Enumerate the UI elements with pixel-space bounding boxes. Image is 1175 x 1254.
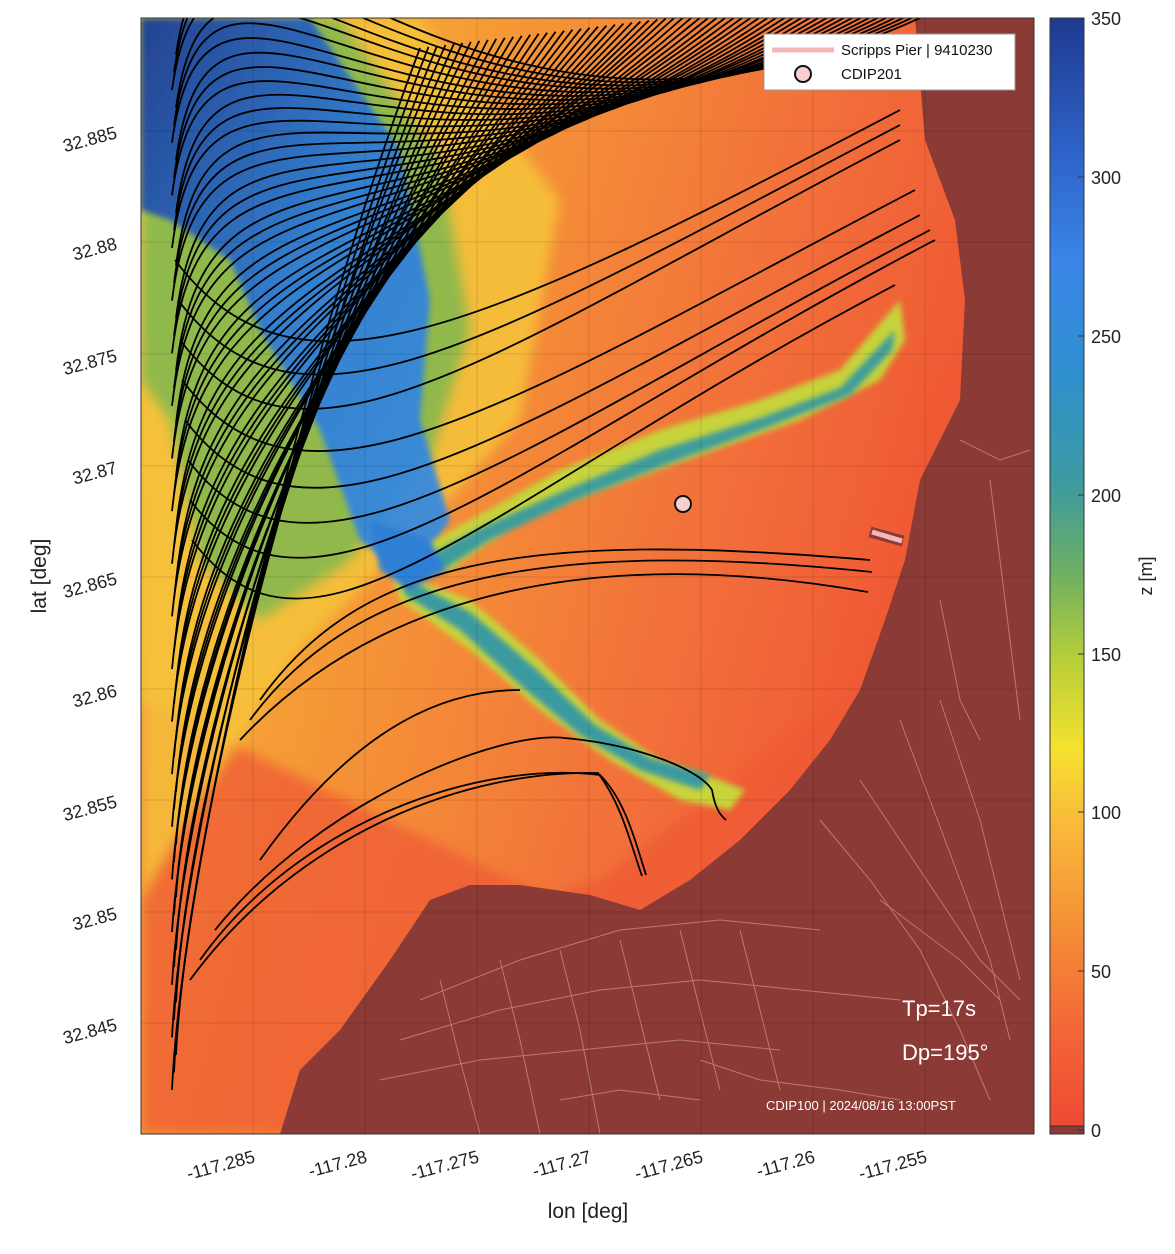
legend-buoy-swatch: [794, 65, 812, 83]
dp-annotation: Dp=195°: [902, 1040, 988, 1065]
streets: [379, 439, 1031, 1134]
lajolla-canyon-axis: [400, 575, 710, 790]
wave-ray: [175, 20, 641, 634]
x-tick-label: -117.28: [306, 1147, 369, 1182]
colorbar-tick-label: 350: [1091, 9, 1121, 29]
x-axis-label: lon [deg]: [548, 1200, 629, 1223]
colorbar: 0 50 100 150 200 250 300 350 z [m]: [1049, 9, 1156, 1141]
wave-ray: [175, 27, 591, 740]
y-tick-label: 32.88: [70, 234, 119, 265]
wave-ray: [259, 689, 521, 861]
legend-pier-label: Scripps Pier | 9410230: [841, 42, 993, 59]
wave-ray: [175, 36, 514, 898]
wave-ray: [187, 229, 931, 524]
colorbar-label: z [m]: [1136, 557, 1156, 596]
y-tick-label: 32.865: [61, 569, 119, 603]
wave-ray: [191, 284, 896, 600]
source-annotation: CDIP100 | 2024/08/16 13:00PST: [766, 1098, 956, 1113]
colorbar-tick-label: 300: [1091, 168, 1121, 188]
wave-ray: [171, 18, 675, 564]
colorbar-tick-label: 0: [1091, 1121, 1101, 1141]
x-tick-label: -117.255: [857, 1147, 930, 1184]
wave-rays: [171, 18, 936, 1091]
wave-ray: [239, 573, 869, 741]
plot-frame: [140, 17, 1035, 1135]
wave-ray: [175, 42, 464, 1003]
wave-ray: [175, 18, 921, 81]
canyon-junction: [370, 520, 445, 590]
wave-ray: [175, 18, 895, 108]
colorbar-tick-label: 200: [1091, 486, 1121, 506]
colorbar-tick-label: 50: [1091, 962, 1111, 982]
wave-ray: [173, 21, 633, 652]
y-tick-label: 32.845: [61, 1015, 119, 1049]
legend-buoy-label: CDIP201: [841, 66, 902, 83]
colorbar-tick-marks: [1078, 17, 1084, 1131]
scripps-canyon-rim: [400, 300, 905, 570]
y-tick-label: 32.875: [61, 346, 119, 380]
x-axis-ticks: -117.285 -117.28 -117.275 -117.27 -117.2…: [185, 1147, 930, 1184]
y-tick-label: 32.855: [61, 792, 119, 826]
x-tick-label: -117.26: [754, 1147, 817, 1182]
y-tick-label: 32.85: [70, 904, 119, 935]
x-tick-label: -117.265: [633, 1147, 706, 1184]
scripps-pier[interactable]: [871, 529, 903, 544]
wave-ray: [179, 139, 901, 410]
wave-ray: [175, 39, 489, 950]
wave-ray: [214, 736, 727, 931]
wave-ray: [181, 189, 916, 452]
x-tick-label: -117.27: [530, 1147, 593, 1182]
colorbar-ramp: [1049, 17, 1085, 1127]
y-axis-label: lat [deg]: [28, 539, 51, 614]
x-tick-label: -117.275: [409, 1147, 482, 1184]
y-tick-label: 32.885: [61, 123, 119, 157]
y-tick-label: 32.86: [70, 681, 119, 712]
wave-ray: [171, 18, 726, 459]
wave-ray: [189, 772, 643, 981]
land: [280, 18, 1034, 1134]
wave-ray: [175, 30, 565, 792]
y-axis-ticks: 32.885 32.88 32.875 32.87 32.865 32.86 3…: [61, 123, 119, 1049]
bathymetry-layer: [141, 18, 1034, 1134]
wave-ray: [177, 124, 901, 376]
cdip201-buoy-marker[interactable]: [674, 495, 692, 513]
wave-ray: [173, 31, 557, 810]
x-tick-label: -117.285: [185, 1147, 258, 1184]
wave-ray: [174, 109, 901, 343]
wave-ray: [199, 771, 647, 961]
wave-ray: [173, 18, 735, 442]
scripps-canyon-axis: [420, 330, 895, 572]
wave-ray: [189, 239, 936, 559]
wave-ray: [184, 214, 921, 489]
wave-ray: [259, 548, 871, 701]
legend: Scripps Pier | 9410230 CDIP201: [763, 33, 1016, 91]
colorbar-tick-label: 150: [1091, 645, 1121, 665]
colorbar-tick-label: 250: [1091, 327, 1121, 347]
colorbar-tick-label: 100: [1091, 803, 1121, 823]
wave-ray: [249, 559, 873, 721]
y-tick-label: 32.87: [70, 458, 119, 489]
tp-annotation: Tp=17s: [902, 996, 976, 1021]
